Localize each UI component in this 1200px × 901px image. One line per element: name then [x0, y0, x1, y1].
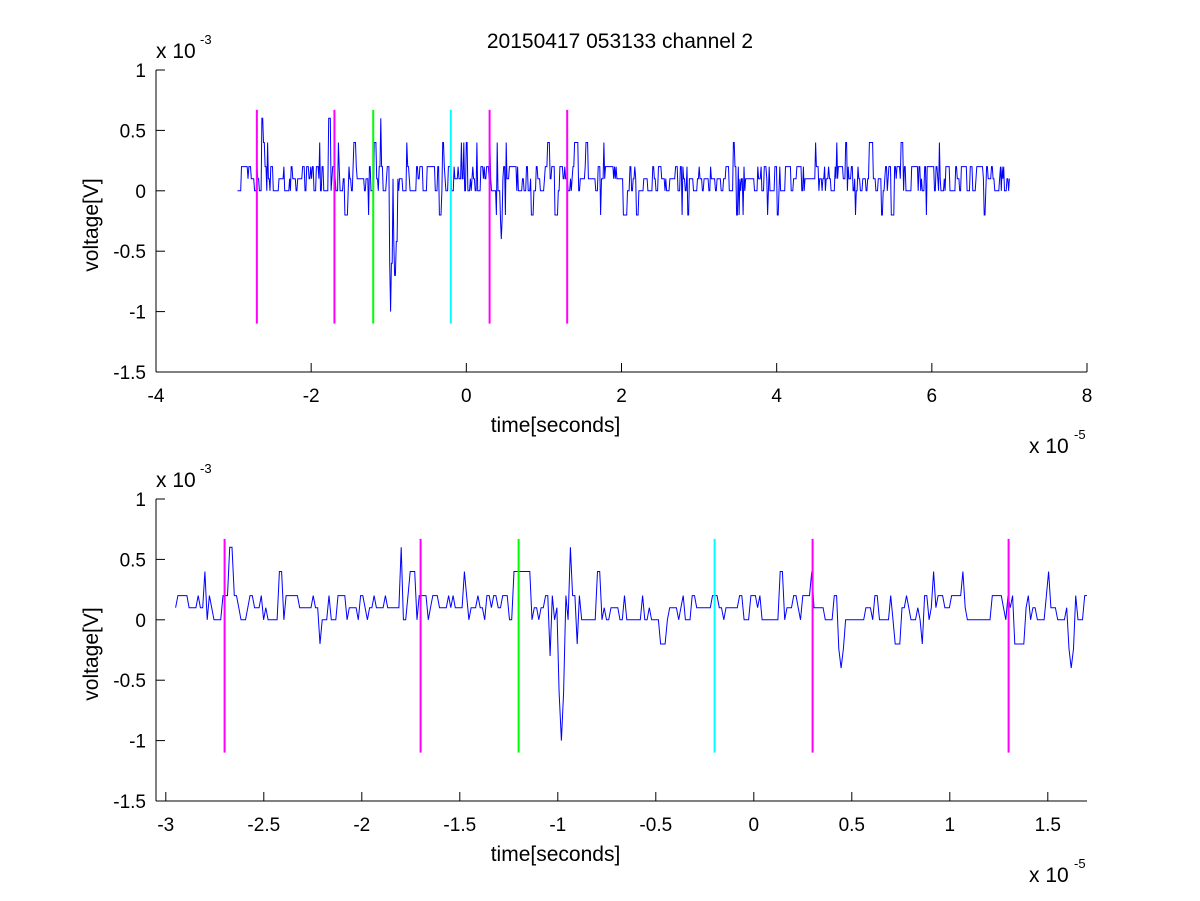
y-tick-label: -1 — [129, 732, 146, 753]
x-tick-label: 1.5 — [1035, 815, 1061, 836]
x-tick-label: 8 — [1082, 386, 1093, 407]
x-tick-label: 1 — [945, 815, 956, 836]
x-tick-label: -2 — [303, 386, 320, 407]
y-exponent-power: -3 — [200, 32, 212, 47]
x-tick-label: -4 — [148, 386, 165, 407]
x-tick-label: 4 — [771, 386, 782, 407]
top-subplot: -4 -2 0 2 4 6 8 1 0.5 0 -0.5 -1 -1.5 time[seconds] vol… — [80, 32, 1092, 458]
y-axis-label: voltage[V] — [80, 607, 103, 700]
y-tick-label: -1.5 — [113, 792, 146, 813]
y-tick-label: 0 — [135, 611, 146, 632]
y-tick-label: -0.5 — [113, 242, 146, 263]
x-tick-label: 0.5 — [839, 815, 865, 836]
chart-title: 20150417 053133 channel 2 — [487, 30, 753, 53]
x-tick-label: 0 — [749, 815, 760, 836]
x-tick-label: -3 — [157, 815, 174, 836]
y-tick-label: 0 — [135, 182, 146, 203]
x-tick-label: -0.5 — [639, 815, 672, 836]
voltage-trace — [175, 546, 1087, 741]
y-tick-label: 0.5 — [120, 550, 146, 571]
x-tick-label: 0 — [461, 386, 472, 407]
x-tick-label: -2 — [353, 815, 370, 836]
x-axis-label: time[seconds] — [491, 843, 621, 866]
x-exponent-label: x 10 — [1029, 435, 1069, 458]
y-tick-label: 0.5 — [120, 121, 146, 142]
x-exponent-label: x 10 — [1029, 864, 1069, 887]
y-tick-label: 1 — [135, 490, 146, 511]
y-exponent-label: x 10 — [156, 40, 196, 63]
y-tick-label: -1.5 — [113, 363, 146, 384]
y-exponent-power: -3 — [200, 461, 212, 476]
y-tick-label: 1 — [135, 61, 146, 82]
x-tick-label: -1.5 — [443, 815, 476, 836]
x-tick-label: 6 — [927, 386, 938, 407]
x-axis-label: time[seconds] — [491, 414, 621, 437]
x-tick-label: 2 — [616, 386, 627, 407]
x-tick-label: -2.5 — [247, 815, 280, 836]
y-exponent-label: x 10 — [156, 469, 196, 492]
x-exponent-power: -5 — [1074, 427, 1086, 442]
bottom-subplot: -3 -2.5 -2 -1.5 -1 -0.5 0 0.5 1 1.5 1 0.5 0 -0.5 -1 -1.… — [80, 461, 1087, 887]
x-tick-label: -1 — [549, 815, 566, 836]
y-tick-label: -0.5 — [113, 671, 146, 692]
y-tick-label: -1 — [129, 303, 146, 324]
y-axis-label: voltage[V] — [80, 178, 103, 271]
voltage-trace — [237, 117, 1010, 312]
x-exponent-power: -5 — [1074, 856, 1086, 871]
